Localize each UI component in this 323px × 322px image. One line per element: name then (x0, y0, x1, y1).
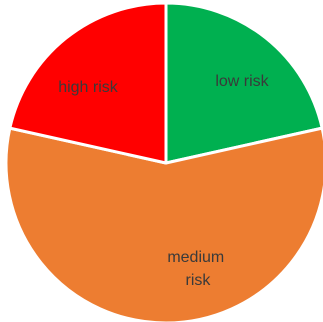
pie-slice-medium-risk (4, 126, 323, 322)
slice-label-high-risk: high risk (58, 79, 119, 96)
pie-labels: low risk high risk medium risk (58, 73, 269, 289)
pie-slice-low-risk (164, 1, 323, 165)
slice-label-medium-risk-line-1: medium (167, 249, 224, 266)
pie-slices (4, 1, 323, 322)
slice-label-low-risk: low risk (215, 73, 269, 90)
slice-label-medium-risk: medium risk (167, 249, 228, 289)
slice-label-medium-risk-line-2: risk (186, 272, 212, 289)
pie-slice-high-risk (8, 1, 168, 165)
